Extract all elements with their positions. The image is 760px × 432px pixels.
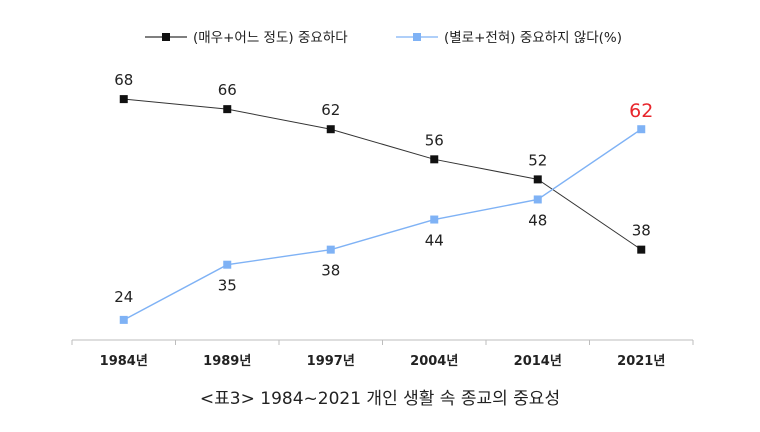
data-point-s1-6 xyxy=(637,245,646,254)
x-tick-label: 1989년 xyxy=(203,354,251,369)
data-label-s2-5: 48 xyxy=(528,211,547,229)
data-label-s1-4: 56 xyxy=(425,131,444,149)
data-label-s2-6: 62 xyxy=(629,100,653,122)
data-point-s1-5 xyxy=(533,175,542,184)
data-point-s2-6 xyxy=(637,125,646,134)
data-point-s1-4 xyxy=(430,155,439,164)
data-point-s2-1 xyxy=(119,315,128,324)
data-label-s2-1: 24 xyxy=(114,288,133,306)
data-label-s1-3: 62 xyxy=(321,101,340,119)
data-point-s1-1 xyxy=(119,95,128,104)
legend-marker-1 xyxy=(162,33,170,41)
data-label-s1-5: 52 xyxy=(528,151,547,169)
chart-caption: <표3> 1984~2021 개인 생활 속 종교의 중요성 xyxy=(199,389,561,409)
line-chart: (매우+어느 정도) 중요하다 (별로+전혀) 중요하지 않다(%) 1984년 1… xyxy=(71,30,694,369)
data-points xyxy=(119,95,646,324)
legend-label-2: (별로+전혀) 중요하지 않다(%) xyxy=(444,30,622,46)
x-tick-label: 1997년 xyxy=(307,354,355,369)
data-label-s2-2: 35 xyxy=(218,277,237,295)
data-point-s2-4 xyxy=(430,215,439,224)
legend-label-1: (매우+어느 정도) 중요하다 xyxy=(193,30,348,46)
data-label-s1-2: 66 xyxy=(218,81,237,99)
legend: (매우+어느 정도) 중요하다 (별로+전혀) 중요하지 않다(%) xyxy=(145,30,622,46)
x-tick-label: 2021년 xyxy=(617,354,665,369)
x-tick-label: 1984년 xyxy=(100,354,148,369)
x-tick-label: 2014년 xyxy=(514,354,562,369)
x-tick-label: 2004년 xyxy=(410,354,458,369)
series-lines xyxy=(123,98,642,321)
data-point-s1-3 xyxy=(326,125,335,134)
data-point-s2-2 xyxy=(223,260,232,269)
series-line-1 xyxy=(123,98,642,251)
data-label-s1-1: 68 xyxy=(114,71,133,89)
x-axis: 1984년 1989년 1997년 2004년 2014년 2021년 xyxy=(71,339,694,369)
data-point-s2-3 xyxy=(326,245,335,254)
legend-marker-2 xyxy=(413,33,421,41)
series-line-2 xyxy=(123,128,642,321)
data-label-s2-3: 38 xyxy=(321,262,340,280)
data-labels: 68 66 62 56 52 38 24 35 38 44 48 62 xyxy=(114,71,653,306)
data-label-s2-4: 44 xyxy=(425,232,444,250)
data-point-s1-2 xyxy=(223,105,232,114)
data-point-s2-5 xyxy=(533,195,542,204)
data-label-s1-6: 38 xyxy=(632,222,651,240)
